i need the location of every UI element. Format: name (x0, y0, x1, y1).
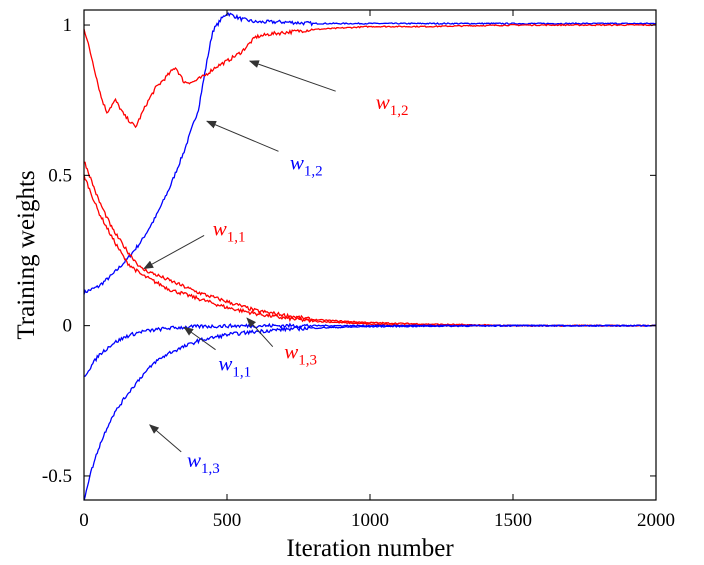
plot-frame (83, 9, 657, 501)
series-line-w1-2-blue (83, 12, 657, 295)
series-line-w1-1-red (83, 174, 657, 328)
annotation-arrow (183, 326, 216, 351)
x-axis-title: Iteration number (286, 535, 454, 562)
annotation-arrow (149, 424, 182, 453)
x-tick-label: 2000 (637, 510, 675, 531)
x-tick-label: 1500 (494, 510, 532, 531)
annotation-label: w1,2 (290, 150, 323, 179)
y-tick-label: 1 (63, 15, 73, 36)
y-axis-title: Training weights (13, 170, 40, 339)
annotation-arrow (206, 120, 279, 152)
annotation-label: w1,3 (284, 340, 317, 369)
x-tick-label: 500 (213, 510, 242, 531)
annotation-label: w1,1 (213, 216, 246, 245)
series-line-w1-1-blue (84, 322, 657, 377)
annotation-arrow (143, 235, 205, 270)
annotation-arrow (246, 317, 274, 348)
series-line-w1-3-blue (83, 324, 657, 501)
y-tick-label: 0 (63, 316, 73, 337)
x-tick-label: 1000 (351, 510, 389, 531)
annotation-arrow (248, 60, 336, 92)
annotation-label: w1,3 (187, 448, 220, 477)
y-tick-label: 0.5 (48, 165, 72, 186)
y-tick-label: -0.5 (42, 466, 72, 487)
series-line-w1-2-red (83, 23, 657, 129)
annotation-label: w1,1 (218, 352, 251, 381)
x-tick-label: 0 (79, 510, 89, 531)
annotation-label: w1,2 (376, 90, 409, 119)
